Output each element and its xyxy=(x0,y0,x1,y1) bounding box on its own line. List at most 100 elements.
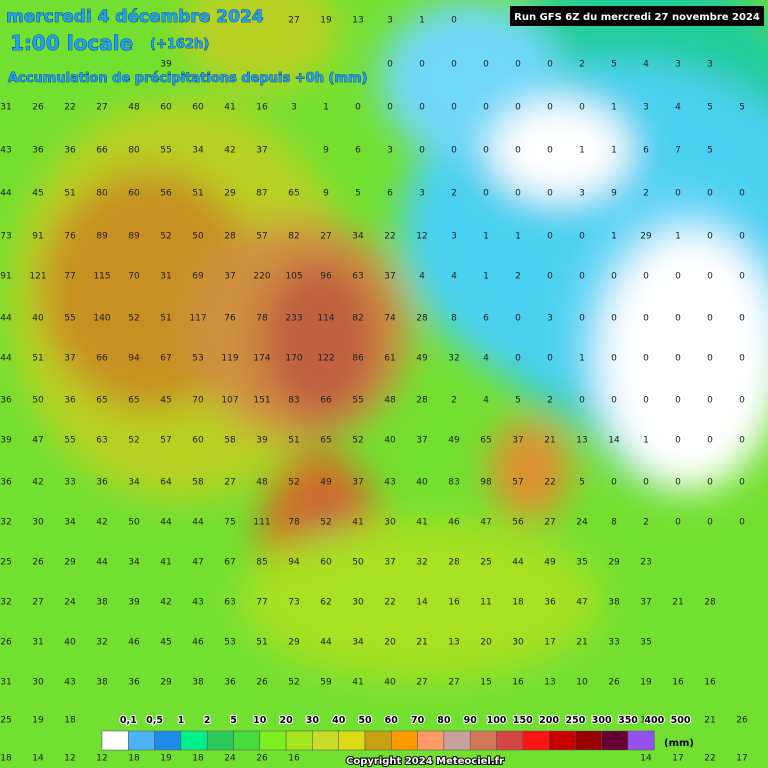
grid-value: 40 xyxy=(384,436,396,446)
grid-value: 60 xyxy=(192,436,204,446)
grid-value: 18 xyxy=(512,598,524,608)
grid-value: 26 xyxy=(32,558,44,568)
grid-value: 6 xyxy=(355,146,361,156)
grid-value: 51 xyxy=(288,436,299,446)
grid-value: 27 xyxy=(416,678,427,688)
grid-value: 43 xyxy=(0,146,11,156)
grid-value: 30 xyxy=(32,518,44,528)
grid-value: 0 xyxy=(643,272,649,282)
grid-value: 32 xyxy=(0,518,11,528)
grid-value: 4 xyxy=(643,60,649,70)
grid-value: 0 xyxy=(387,103,393,113)
grid-value: 24 xyxy=(576,518,588,528)
grid-value: 44 xyxy=(0,354,12,364)
grid-value: 27 xyxy=(544,518,555,528)
grid-value: 47 xyxy=(576,598,587,608)
offset: (+162h) xyxy=(150,37,209,52)
grid-value: 51 xyxy=(256,638,267,648)
grid-value: 21 xyxy=(576,638,587,648)
grid-value: 28 xyxy=(416,314,428,324)
grid-value: 49 xyxy=(448,436,460,446)
grid-value: 56 xyxy=(160,189,172,199)
grid-value: 45 xyxy=(32,189,43,199)
grid-value: 34 xyxy=(64,518,76,528)
grid-value: 30 xyxy=(32,678,44,688)
grid-value: 47 xyxy=(32,436,43,446)
grid-value: 85 xyxy=(256,558,267,568)
grid-value: 22 xyxy=(384,232,395,242)
grid-value: 0 xyxy=(739,436,745,446)
grid-value: 58 xyxy=(224,436,236,446)
grid-value: 16 xyxy=(512,678,524,688)
grid-value: 0 xyxy=(483,146,489,156)
legend-label: 350 xyxy=(618,715,638,726)
grid-value: 1 xyxy=(515,232,521,242)
grid-value: 17 xyxy=(672,754,683,764)
grid-value: 31 xyxy=(32,638,43,648)
grid-value: 70 xyxy=(128,272,140,282)
grid-value: 94 xyxy=(128,354,140,364)
grid-value: 29 xyxy=(640,232,652,242)
grid-value: 27 xyxy=(96,103,107,113)
grid-value: 73 xyxy=(288,598,299,608)
grid-value: 67 xyxy=(224,558,235,568)
grid-value: 39 xyxy=(160,60,172,70)
legend-label: 100 xyxy=(487,715,507,726)
grid-value: 9 xyxy=(323,189,329,199)
grid-value: 43 xyxy=(384,478,395,488)
grid-value: 50 xyxy=(192,232,204,242)
legend-label: 2 xyxy=(204,715,211,726)
legend-swatch xyxy=(233,730,261,751)
grid-value: 60 xyxy=(160,103,172,113)
grid-value: 31 xyxy=(0,678,11,688)
grid-value: 74 xyxy=(384,314,396,324)
legend-unit: (mm) xyxy=(664,738,694,749)
grid-value: 27 xyxy=(320,232,331,242)
grid-value: 0 xyxy=(675,272,681,282)
grid-value: 0 xyxy=(355,103,361,113)
grid-value: 53 xyxy=(224,638,235,648)
grid-value: 55 xyxy=(64,314,75,324)
grid-value: 24 xyxy=(224,754,236,764)
legend-swatch xyxy=(469,730,497,751)
grid-value: 51 xyxy=(160,314,171,324)
grid-value: 40 xyxy=(416,478,428,488)
grid-value: 9 xyxy=(323,146,329,156)
grid-value: 0 xyxy=(707,314,713,324)
grid-value: 0 xyxy=(579,232,585,242)
grid-value: 25 xyxy=(0,558,11,568)
legend-swatch xyxy=(154,730,182,751)
grid-value: 0 xyxy=(643,354,649,364)
grid-value: 0 xyxy=(739,478,745,488)
grid-value: 33 xyxy=(64,478,75,488)
grid-value: 0 xyxy=(611,396,617,406)
grid-value: 33 xyxy=(608,638,619,648)
grid-value: 57 xyxy=(160,436,171,446)
grid-value: 41 xyxy=(160,558,171,568)
grid-value: 34 xyxy=(128,478,140,488)
grid-value: 0 xyxy=(419,60,425,70)
legend-label: 300 xyxy=(592,715,612,726)
grid-value: 65 xyxy=(96,396,107,406)
run-box xyxy=(510,6,764,26)
grid-value: 0 xyxy=(451,146,457,156)
grid-value: 115 xyxy=(93,272,110,282)
grid-value: 31 xyxy=(0,103,11,113)
grid-value: 12 xyxy=(416,232,427,242)
grid-value: 0 xyxy=(643,478,649,488)
grid-value: 3 xyxy=(579,189,585,199)
grid-value: 21 xyxy=(544,436,555,446)
legend-swatch xyxy=(522,730,550,751)
grid-value: 22 xyxy=(544,478,555,488)
grid-value: 0 xyxy=(451,60,457,70)
grid-value: 83 xyxy=(448,478,459,488)
legend-label: 250 xyxy=(565,715,585,726)
grid-value: 0 xyxy=(547,189,553,199)
grid-value: 15 xyxy=(640,716,651,726)
grid-value: 66 xyxy=(96,146,108,156)
grid-value: 48 xyxy=(128,103,140,113)
legend-swatch xyxy=(285,730,313,751)
grid-value: 37 xyxy=(512,436,523,446)
grid-value: 14 xyxy=(416,598,428,608)
grid-value: 31 xyxy=(160,272,171,282)
